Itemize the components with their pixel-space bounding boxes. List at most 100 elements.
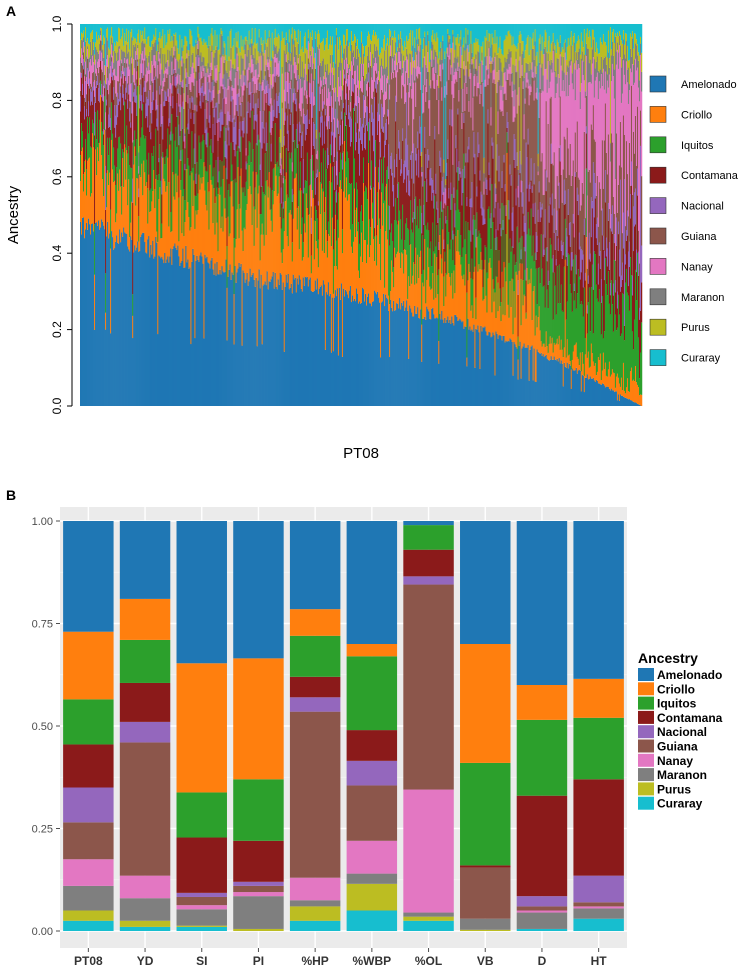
admixture-segment-nacional [338,136,341,151]
admixture-segment-curaray [463,24,465,38]
admixture-segment-guiana [382,92,384,108]
admixture-segment-nacional [392,173,394,192]
admixture-segment-nanay [468,101,470,112]
admixture-segment-nacional [504,184,506,192]
admixture-segment-criollo [474,266,476,368]
admixture-segment-amelonado [319,286,322,406]
admixture-segment-amelonado [83,217,85,406]
admixture-segment-guiana [573,237,576,284]
admixture-segment-iquitos [367,199,369,245]
admixture-segment-nacional [407,144,409,176]
admixture-segment-curaray [324,24,327,45]
admixture-segment-iquitos [320,162,323,184]
admixture-segment-criollo [245,210,247,280]
admixture-segment-nacional [143,87,145,103]
admixture-segment-criollo [104,130,106,230]
admixture-segment-criollo [373,239,375,302]
admixture-segment-nacional [533,163,535,185]
admixture-segment-purus [96,31,98,50]
admixture-segment-iquitos [529,235,531,284]
admixture-segment-purus [191,35,193,55]
admixture-segment-nanay [221,56,223,87]
admixture-segment-amelonado [432,307,434,406]
admixture-segment-amelonado [493,335,495,406]
admixture-segment-maranon [138,152,140,167]
admixture-segment-purus [289,53,291,62]
admixture-segment-nacional [117,92,119,118]
admixture-segment-amelonado [248,281,250,406]
admixture-segment-amelonado [431,308,433,406]
admixture-segment-maranon [162,53,164,81]
admixture-segment-amelonado [443,323,445,406]
admixture-segment-nacional [480,191,482,209]
admixture-segment-contamana [336,184,339,220]
admixture-segment-nanay [234,78,236,116]
admixture-segment-iquitos [574,254,577,345]
admixture-segment-maranon [446,53,448,82]
admixture-segment-nanay [462,89,464,112]
admixture-segment-nanay [241,85,243,102]
admixture-segment-amelonado [187,259,189,406]
admixture-segment-criollo [83,191,85,218]
admixture-segment-guiana [579,210,582,247]
admixture-segment-curaray [85,24,87,28]
admixture-segment-criollo [366,263,368,306]
admixture-segment-amelonado [271,276,273,406]
admixture-segment-maranon [150,72,152,86]
admixture-segment-nacional [247,101,249,114]
admixture-segment-nacional [506,112,508,128]
admixture-segment-curaray [542,24,544,55]
admixture-segment-amelonado [133,252,135,406]
admixture-segment-criollo [351,253,354,296]
admixture-segment-guiana [389,99,391,206]
admixture-segment-nacional [399,141,401,160]
admixture-segment-maranon [436,55,438,81]
admixture-segment-contamana [306,128,309,153]
admixture-segment-contamana [344,125,347,162]
admixture-segment-maranon [388,79,390,110]
admixture-segment-purus [120,38,122,61]
admixture-segment-contamana [281,146,283,208]
admixture-segment-criollo [251,225,253,276]
admixture-segment-guiana [219,93,221,113]
admixture-segment-nacional [347,105,350,120]
admixture-segment-guiana [328,105,331,117]
admixture-segment-nacional [140,84,142,102]
admixture-segment-contamana [261,148,263,187]
admixture-segment-iquitos [323,212,326,254]
admixture-segment-curaray [480,24,482,47]
admixture-segment-nanay [479,94,481,104]
admixture-segment-maranon [108,68,110,81]
admixture-segment-nacional [422,171,424,187]
admixture-segment-nanay [553,72,555,153]
admixture-segment-amelonado [423,318,425,406]
admixture-segment-criollo [468,263,470,330]
admixture-segment-contamana [371,121,373,161]
admixture-segment-nacional [200,87,202,109]
admixture-segment-criollo [394,247,396,311]
admixture-segment-curaray [248,24,250,31]
admixture-segment-curaray [531,24,533,39]
admixture-segment-purus [278,35,280,49]
admixture-segment-purus [348,42,351,65]
admixture-segment-iquitos [450,239,452,286]
admixture-segment-contamana [534,223,536,253]
admixture-segment-guiana [431,66,433,179]
admixture-segment-purus [365,46,367,79]
admixture-segment-curaray [186,24,188,42]
admixture-segment-maranon [424,36,426,57]
admixture-segment-curaray [563,24,565,43]
admixture-segment-curaray [140,24,142,31]
admixture-segment-nacional [265,122,267,151]
admixture-segment-purus [349,51,352,71]
admixture-segment-iquitos [479,233,481,270]
admixture-segment-contamana [123,105,125,153]
admixture-segment-amelonado [474,367,476,406]
admixture-segment-nanay [476,76,478,97]
admixture-segment-maranon [285,39,287,55]
admixture-segment-iquitos [493,288,495,302]
admixture-segment-iquitos [318,132,321,172]
admixture-segment-curaray [497,24,499,54]
admixture-segment-maranon [472,63,474,98]
admixture-segment-iquitos [277,166,279,194]
